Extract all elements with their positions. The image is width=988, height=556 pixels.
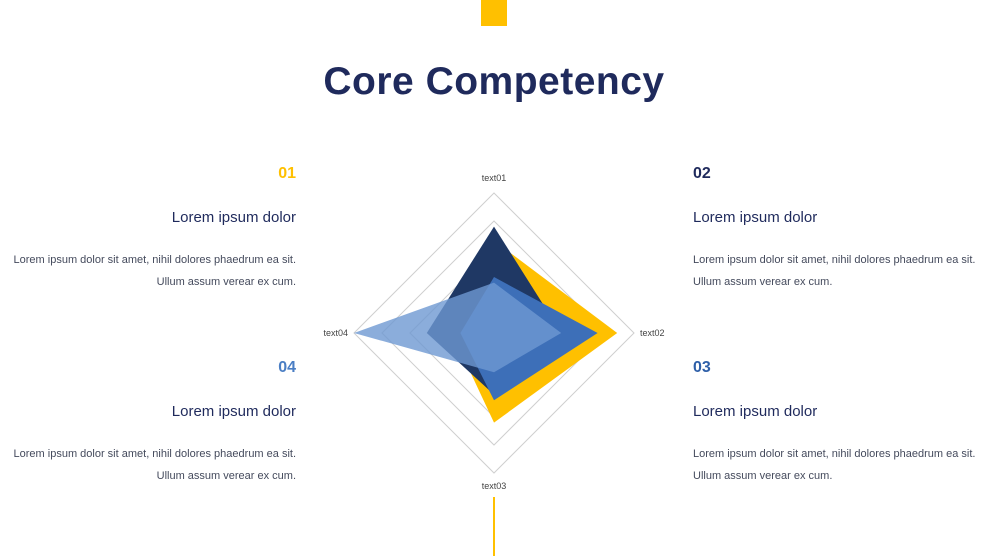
item-heading: Lorem ipsum dolor (171, 209, 296, 226)
item-body: Lorem ipsum dolor sit amet, nihil dolore… (693, 448, 976, 482)
item-block-01: 01 Lorem ipsum dolor Lorem ipsum dolor s… (0, 164, 296, 293)
item-number: 03 (693, 359, 711, 376)
item-number: 04 (278, 359, 296, 376)
item-body: Lorem ipsum dolor sit amet, nihil dolore… (13, 448, 296, 482)
item-heading: Lorem ipsum dolor (693, 209, 818, 226)
item-body: Lorem ipsum dolor sit amet, nihil dolore… (13, 254, 296, 288)
item-body: Lorem ipsum dolor sit amet, nihil dolore… (693, 254, 976, 288)
item-number: 01 (278, 165, 296, 182)
axis-label-text02: text02 (640, 328, 665, 338)
item-heading: Lorem ipsum dolor (171, 403, 296, 420)
page-title: Core Competency (323, 60, 665, 103)
bottom-accent-line (493, 497, 495, 556)
item-number: 02 (693, 165, 711, 182)
item-block-04: 04 Lorem ipsum dolor Lorem ipsum dolor s… (0, 358, 296, 487)
series-area-4 (354, 282, 562, 373)
axis-label-text03: text03 (482, 481, 507, 491)
item-heading: Lorem ipsum dolor (693, 403, 818, 420)
axis-label-text01: text01 (482, 173, 507, 183)
grid-ring-5 (353, 192, 635, 474)
axis-label-text04: text04 (323, 328, 348, 338)
top-accent-bar (481, 0, 507, 26)
item-block-02: 02 Lorem ipsum dolor Lorem ipsum dolor s… (693, 164, 988, 293)
item-block-03: 03 Lorem ipsum dolor Lorem ipsum dolor s… (693, 358, 988, 487)
grid-ring-4 (381, 220, 607, 446)
